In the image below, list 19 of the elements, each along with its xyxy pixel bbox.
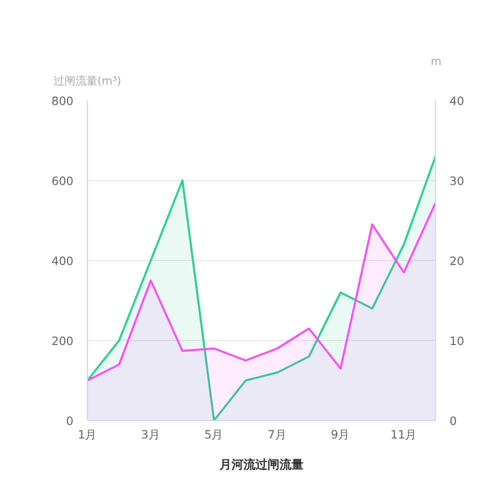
x-tick-label: 9月: [330, 428, 350, 442]
x-tick-label: 7月: [268, 428, 287, 442]
y2-tick-label: 20: [450, 254, 464, 268]
y-tick-label: 600: [52, 174, 74, 188]
text: 月河流过闸流量: [218, 458, 304, 472]
y-tick-label: 0: [66, 414, 74, 428]
y-axis-title: 过闸流量(m³): [54, 74, 122, 88]
y2-axis-title: m: [430, 55, 442, 68]
y2-tick-label: 40: [450, 94, 464, 108]
x-tick-label: 1月: [78, 428, 98, 442]
y2-tick-label: 30: [450, 174, 464, 188]
y-tick-label: 200: [52, 334, 74, 348]
y2-tick-label: 0: [450, 414, 457, 428]
x-tick-label: 11月: [390, 428, 418, 442]
y2-tick-label: 10: [450, 334, 464, 348]
y-tick-label: 400: [52, 254, 74, 268]
x-tick-label: 5月: [204, 428, 224, 442]
x-tick-label: 3月: [141, 428, 160, 442]
y-tick-label: 800: [52, 94, 74, 108]
